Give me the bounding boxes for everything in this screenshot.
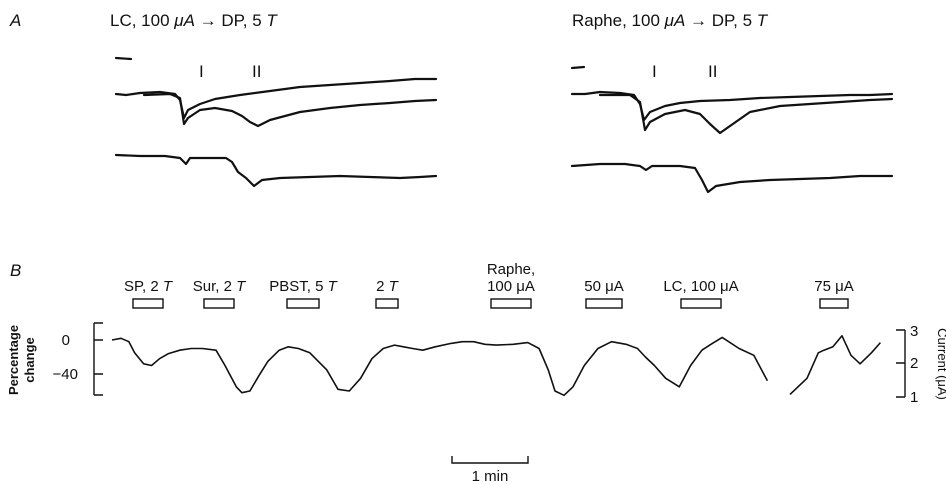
left-y-tick-0: 0 (62, 332, 70, 349)
left-title-prefix: LC, 100 (110, 11, 174, 30)
right-title-t: T (757, 11, 769, 30)
left-trace-lower (114, 153, 438, 188)
stimulus-bar-3 (375, 298, 399, 309)
right-tick-2: 2 (910, 355, 918, 372)
left-trace-upper-2 (142, 92, 438, 128)
stimulus-label-1: Sur, 2 T (193, 278, 247, 295)
right-trace-upper-2 (598, 93, 894, 135)
stimulus-label-4: 100 μA (487, 278, 535, 295)
stimulus-label-7: 75 μA (814, 278, 854, 295)
stimulus-bar-1 (203, 298, 235, 309)
stimulus-bars (132, 298, 849, 309)
left-marker-1: I (199, 62, 204, 81)
left-title-suffix: → DP, 5 (195, 11, 267, 30)
left-marker-2: II (252, 62, 261, 81)
stimulus-label-5: 50 μA (584, 278, 624, 295)
right-axis-label: Current (μA) (935, 328, 946, 400)
right-tick-3: 3 (910, 323, 918, 340)
panel-a-right-title: Raphe, 100 μA → DP, 5 T (572, 11, 769, 30)
stimulus-bar-2 (286, 298, 320, 309)
right-title-suffix: → DP, 5 (685, 11, 757, 30)
stimulus-bar-0 (132, 298, 164, 309)
right-title-prefix: Raphe, 100 (572, 11, 665, 30)
left-title-t: T (266, 11, 278, 30)
stimulus-bar-4 (490, 298, 532, 309)
left-title-unit: μA (173, 11, 195, 30)
stimulus-label-line1-4: Raphe, (487, 261, 535, 278)
trace-percentage-change (111, 335, 881, 397)
right-trace-lower (570, 162, 894, 194)
stimulus-label-0: SP, 2 T (124, 278, 174, 295)
right-title-unit: μA (664, 11, 686, 30)
scale-bar-label: 1 min (472, 468, 509, 484)
stimulus-bar-7 (819, 298, 849, 309)
stimulus-label-6: LC, 100 μA (663, 278, 738, 295)
stimulus-bar-5 (585, 298, 623, 309)
panel-b-letter: B (10, 261, 21, 280)
right-marker-2: II (708, 62, 717, 81)
left-y-axis (93, 322, 103, 396)
right-marker-1: I (652, 62, 657, 81)
stimulus-bar-6 (680, 298, 722, 309)
left-y-tick-minus40: −40 (53, 366, 78, 383)
y-axis-label-line2: change (22, 337, 37, 383)
right-tick-1: 1 (910, 389, 918, 406)
left-trace-marker-tick (114, 56, 133, 61)
panel-a-left-title: LC, 100 μA → DP, 5 T (110, 11, 278, 30)
right-trace-marker-tick (570, 65, 586, 70)
right-trace-upper-1 (570, 90, 894, 122)
scale-bar (451, 456, 529, 464)
stimulus-label-3: 2 T (376, 278, 400, 295)
right-y-axis (896, 329, 906, 398)
stimulus-label-2: PBST, 5 T (269, 278, 338, 295)
panel-a-letter: A (9, 11, 21, 30)
stimulus-labels: SP, 2 T Sur, 2 T PBST, 5 T 2 T Raphe,100 μA 5… (124, 261, 854, 295)
left-trace-upper-1 (114, 77, 438, 120)
y-axis-label-line1: Percentage (6, 325, 21, 395)
